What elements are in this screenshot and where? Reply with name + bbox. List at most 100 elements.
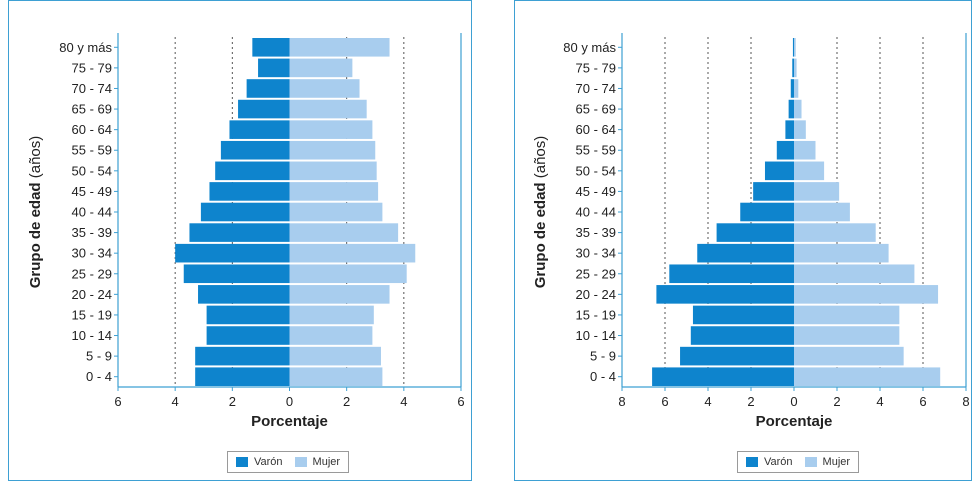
legend-label-female: Mujer [312, 456, 341, 468]
legend-item-female: Mujer [804, 456, 851, 468]
y-tick-label: 35 - 39 [576, 225, 616, 240]
y-tick-label: 35 - 39 [72, 225, 112, 240]
x-tick-label: 2 [747, 394, 754, 409]
x-tick-label: 0 [286, 394, 293, 409]
bar-female [289, 120, 373, 139]
legend-label-male: Varón [764, 456, 793, 468]
bar-male [195, 346, 290, 366]
x-tick-label: 6 [661, 394, 668, 409]
y-tick-label: 10 - 14 [576, 328, 616, 343]
y-tick-label: 50 - 54 [72, 163, 112, 178]
y-tick-label: 5 - 9 [86, 349, 112, 364]
bar-male [669, 264, 794, 284]
bar-male [792, 38, 794, 57]
y-tick-label: 65 - 69 [72, 102, 112, 117]
bar-female [794, 223, 876, 242]
bar-female [289, 285, 390, 304]
y-axis-label: Grupo de edad (años) [532, 136, 549, 289]
bar-male [189, 223, 290, 242]
bar-male [220, 140, 290, 160]
y-axis-label-bold: Grupo de edad [27, 178, 44, 288]
bar-female [289, 202, 383, 222]
y-tick-label: 75 - 79 [576, 60, 616, 75]
legend-swatch-female [804, 457, 817, 467]
x-tick-label: 0 [790, 394, 797, 409]
y-tick-label: 65 - 69 [576, 102, 616, 117]
bar-female [289, 223, 399, 242]
bar-male [246, 79, 290, 98]
bar-male [258, 58, 290, 78]
y-tick-label: 5 - 9 [590, 349, 616, 364]
bar-female [794, 58, 797, 78]
bar-male [200, 202, 290, 222]
bar-female [289, 243, 416, 263]
x-tick-label: 4 [876, 394, 883, 409]
bar-female [289, 38, 390, 57]
y-tick-label: 50 - 54 [576, 163, 616, 178]
y-tick-label: 40 - 44 [72, 205, 112, 220]
bar-female [794, 38, 796, 57]
legend-label-female: Mujer [822, 456, 851, 468]
bar-female [794, 346, 904, 366]
y-tick-label: 60 - 64 [576, 122, 616, 137]
y-tick-label: 55 - 59 [576, 143, 616, 158]
y-tick-label: 20 - 24 [72, 287, 112, 302]
bar-female [289, 161, 377, 181]
bar-male [206, 326, 290, 345]
bar-male [740, 202, 794, 222]
y-tick-label: 20 - 24 [576, 287, 616, 302]
x-tick-label: 6 [114, 394, 121, 409]
x-tick-label: 6 [457, 394, 464, 409]
x-tick-label: 4 [704, 394, 711, 409]
y-tick-label: 30 - 34 [72, 246, 112, 261]
bar-female [289, 182, 379, 201]
legend-item-female: Mujer [294, 456, 341, 468]
bar-male [697, 243, 794, 263]
bar-male [229, 120, 290, 139]
x-tick-label: 6 [919, 394, 926, 409]
legend-swatch-male [746, 457, 758, 467]
y-axis-label: Grupo de edad (años) [27, 136, 44, 289]
y-tick-label: 70 - 74 [576, 81, 616, 96]
x-tick-label: 4 [172, 394, 179, 409]
bar-female [794, 202, 850, 222]
y-tick-label: 10 - 14 [72, 328, 112, 343]
x-tick-label: 8 [962, 394, 969, 409]
bar-male [652, 367, 794, 386]
bar-female [289, 326, 373, 345]
bar-male [764, 161, 794, 181]
bar-male [788, 99, 794, 119]
bar-male [238, 99, 290, 119]
bar-male [175, 243, 290, 263]
legend-swatch-male [236, 457, 248, 467]
y-tick-label: 55 - 59 [72, 143, 112, 158]
legend-right: Varón Mujer [737, 451, 860, 473]
pyramid-panel-left: 0 - 4 5 - 9 10 - 14 15 - 19 20 - 24 25 - 29 30… [8, 0, 472, 481]
bar-male [183, 264, 290, 284]
y-tick-label: 0 - 4 [590, 369, 616, 384]
bar-female [794, 264, 915, 284]
bar-female [289, 367, 383, 386]
y-tick-label: 15 - 19 [576, 307, 616, 322]
bar-male [776, 140, 794, 160]
y-tick-label: 15 - 19 [72, 307, 112, 322]
y-tick-label: 45 - 49 [576, 184, 616, 199]
bar-male [753, 182, 794, 201]
bar-male [690, 326, 794, 345]
x-tick-label: 2 [833, 394, 840, 409]
bar-male [790, 79, 794, 98]
bar-male [252, 38, 290, 57]
pyramid-chart-right: 0 - 4 5 - 9 10 - 14 15 - 19 20 - 24 25 - 29 30… [532, 33, 970, 430]
bar-female [794, 243, 889, 263]
y-axis-label-normal: (años) [27, 136, 44, 179]
bar-female [289, 305, 374, 325]
bar-female [794, 120, 806, 139]
bar-female [794, 79, 799, 98]
bar-female [794, 99, 802, 119]
y-axis-label-normal: (años) [532, 136, 549, 179]
bar-female [794, 161, 825, 181]
bar-female [289, 346, 381, 366]
bar-male [206, 305, 290, 325]
bar-female [794, 285, 939, 304]
bar-female [289, 264, 407, 284]
